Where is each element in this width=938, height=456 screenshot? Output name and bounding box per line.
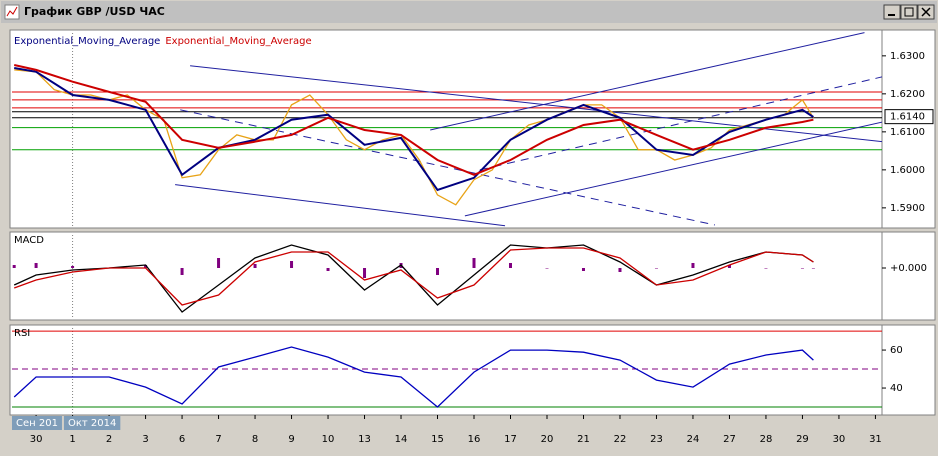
- period-label: Окт 2014: [68, 418, 116, 429]
- x-tick-label: 3: [142, 434, 148, 445]
- histogram-bar: [618, 268, 622, 272]
- histogram-bar: [764, 268, 768, 269]
- histogram-bar: [144, 265, 148, 268]
- series-line: [13, 244, 814, 313]
- histogram-bar: [436, 268, 440, 275]
- histogram-bar: [811, 268, 815, 269]
- trend-line: [180, 109, 715, 226]
- panel: [9, 324, 936, 416]
- x-tick-label: 21: [577, 434, 590, 445]
- trend-line: [190, 65, 882, 143]
- x-tick-label: 6: [179, 434, 185, 445]
- period-label-box: [12, 416, 62, 430]
- legend-entry: Exponential_Moving_Average: [165, 36, 311, 47]
- x-tick-label: 9: [288, 434, 294, 445]
- panel-title: MACD: [14, 235, 44, 246]
- period-label-box: [63, 416, 121, 430]
- y-tick-label: 40: [890, 383, 903, 394]
- histogram-bar: [217, 258, 221, 268]
- x-tick-label: 13: [358, 434, 371, 445]
- maximize-glyph: [904, 7, 914, 17]
- series-line: [13, 64, 814, 176]
- x-tick-label: 31: [869, 434, 882, 445]
- x-tick-label: 30: [833, 434, 846, 445]
- x-tick-label: 20: [541, 434, 554, 445]
- period-label: Сен 201: [16, 418, 58, 429]
- legend-entry: Exponential_Moving_Average: [14, 36, 160, 47]
- x-tick-label: 2: [106, 434, 112, 445]
- x-tick-label: 1: [69, 434, 75, 445]
- y-tick-label: 60: [890, 345, 903, 356]
- series-line: [14, 67, 814, 192]
- histogram-bar: [472, 258, 476, 268]
- x-tick-label: 23: [650, 434, 663, 445]
- trend-line: [430, 32, 865, 131]
- x-tick-label: 24: [687, 434, 700, 445]
- series-line: [13, 247, 814, 306]
- window-icon: [4, 4, 20, 20]
- trend-line: [175, 184, 506, 227]
- x-tick-label: 7: [215, 434, 221, 445]
- y-tick-label: 1.6200: [890, 89, 925, 100]
- histogram-bar: [12, 265, 16, 268]
- histogram-bar: [326, 268, 330, 271]
- histogram-bar: [581, 268, 585, 271]
- histogram-bar: [654, 268, 658, 269]
- x-tick-label: 16: [468, 434, 481, 445]
- current-price-box: [884, 109, 934, 125]
- x-tick-label: 27: [723, 434, 736, 445]
- x-tick-label: 30: [30, 434, 43, 445]
- x-tick-label: 14: [395, 434, 408, 445]
- window-title: График GBP /USD ЧАС: [24, 5, 165, 18]
- y-tick-label: +0.000: [890, 263, 927, 274]
- plot-area: [12, 326, 882, 414]
- histogram-bar: [253, 264, 257, 268]
- series-line: [13, 346, 814, 408]
- histogram-bar: [727, 265, 731, 268]
- minimize-button[interactable]: [883, 4, 901, 20]
- plot-area: [12, 31, 882, 227]
- current-price-label: 1.6140: [890, 112, 925, 123]
- y-tick-label: 1.6000: [890, 165, 925, 176]
- x-tick-label: 22: [614, 434, 627, 445]
- histogram-bar: [180, 268, 184, 275]
- panel: [9, 29, 936, 229]
- close-glyph: [921, 7, 931, 17]
- series-line: [14, 69, 814, 206]
- window-icon-glyph: [6, 6, 18, 17]
- histogram-bar: [363, 268, 367, 278]
- x-tick-label: 17: [504, 434, 517, 445]
- trend-line: [464, 121, 882, 217]
- window-buttons: [883, 4, 935, 20]
- x-tick-label: 10: [322, 434, 335, 445]
- histogram-bar: [545, 268, 549, 269]
- y-tick-label: 1.5900: [890, 203, 925, 214]
- histogram-bar: [691, 263, 695, 268]
- plot-area: [12, 233, 815, 319]
- histogram-bar: [71, 266, 75, 268]
- x-tick-label: 28: [760, 434, 773, 445]
- maximize-button[interactable]: [900, 4, 918, 20]
- histogram-bar: [290, 261, 294, 268]
- x-tick-label: 29: [796, 434, 809, 445]
- x-tick-label: 8: [252, 434, 258, 445]
- y-tick-label: 1.6300: [890, 51, 925, 62]
- histogram-bar: [34, 263, 38, 268]
- histogram-bar: [800, 268, 804, 269]
- panel-title: RSI: [14, 328, 30, 339]
- title-bar: [1, 1, 937, 23]
- x-tick-label: 15: [431, 434, 444, 445]
- histogram-bar: [508, 263, 512, 268]
- y-tick-label: 1.6100: [890, 127, 925, 138]
